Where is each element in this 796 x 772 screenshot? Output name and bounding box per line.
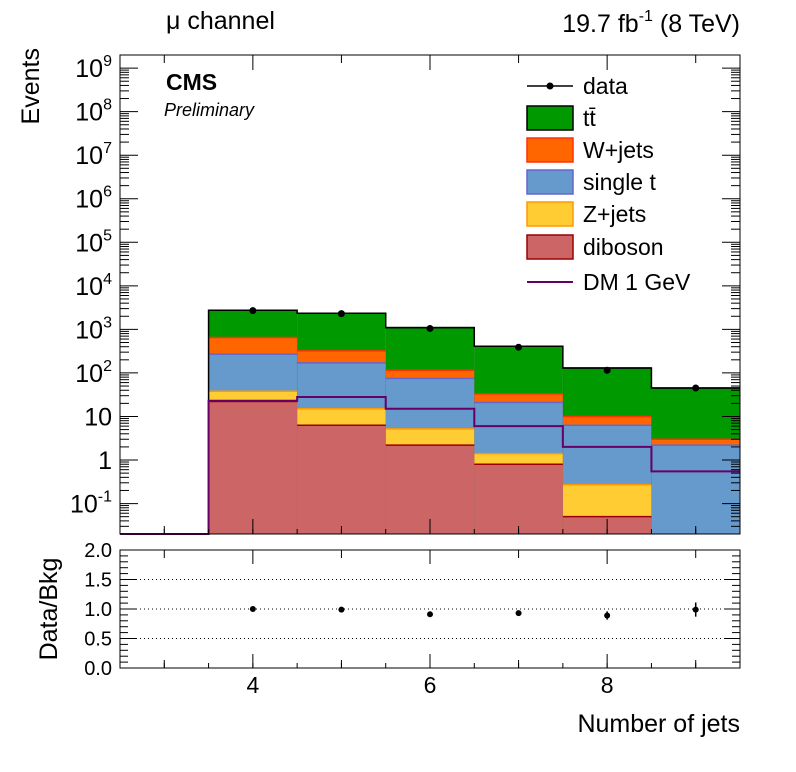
- ratio-point-6: [427, 611, 433, 618]
- stacked-histogram: [120, 309, 740, 535]
- legend-label-3: single t: [583, 169, 656, 195]
- legend-label-4: Z+jets: [583, 201, 646, 227]
- main-y-axis: 10-1 1 10 102 103 104 105 106 107 108 109: [70, 53, 740, 535]
- dm-step-line: [120, 396, 740, 535]
- ratio-y-tick-label-1: 0.5: [84, 629, 112, 651]
- legend-swatch-3: [526, 169, 574, 195]
- x-tick-label-4: 4: [246, 672, 259, 698]
- ratio-y-tick-label-2: 1.0: [84, 599, 112, 621]
- y-tick-label-4: 103: [75, 314, 112, 344]
- ratio-y-axis: 0.0 0.5 1.0 1.5 2.0: [84, 540, 740, 680]
- y-tick-label-5: 104: [75, 271, 112, 301]
- legend-swatch-1: [526, 105, 574, 131]
- ratio-x-axis: 4 6 8: [119, 550, 741, 698]
- legend-swatch-5: [526, 234, 574, 260]
- y-tick-label-0: 10-1: [70, 489, 112, 519]
- ratio-point-7: [515, 610, 522, 617]
- legend: data tt̄ W+jets single t Z+jets diboson DM 1 G…: [526, 73, 691, 295]
- ratio-y-tick-label-0: 0.0: [84, 658, 112, 680]
- channel-label: μ channel: [166, 7, 275, 35]
- legend-label-2: W+jets: [583, 137, 654, 163]
- ratio-y-axis-title: Data/Bkg: [35, 558, 63, 661]
- bar-diboson-bin-1: [208, 401, 298, 534]
- preliminary-label: Preliminary: [164, 100, 255, 120]
- y-tick-label-7: 106: [75, 184, 112, 214]
- y-tick-label-8: 107: [75, 140, 112, 170]
- x-tick-label-6: 6: [424, 672, 437, 698]
- y-tick-label-6: 105: [75, 227, 112, 257]
- ratio-point-9: [692, 606, 699, 613]
- y-axis-title: Events: [17, 48, 45, 124]
- data-point-6: [426, 324, 434, 332]
- ratio-gridlines: [120, 579, 740, 639]
- bar-diboson-bin-2: [297, 425, 386, 534]
- data-point-7: [515, 343, 523, 351]
- legend-label-6: DM 1 GeV: [583, 269, 691, 295]
- legend-label-5: diboson: [583, 234, 664, 260]
- x-axis-title: Number of jets: [577, 710, 740, 738]
- legend-label-0: data: [583, 73, 628, 99]
- cms-label: CMS: [166, 69, 217, 95]
- legend-swatch-4: [526, 201, 574, 227]
- ratio-point-4: [249, 606, 256, 612]
- data-points: [249, 307, 700, 392]
- legend-label-1: tt̄: [583, 105, 596, 131]
- ratio-point-5: [338, 606, 345, 613]
- y-tick-label-3: 102: [75, 358, 112, 388]
- ratio-y-tick-label-3: 1.5: [84, 570, 112, 592]
- data-point-9: [692, 384, 700, 392]
- data-point-5: [337, 310, 345, 318]
- ratio-y-tick-label-4: 2.0: [84, 540, 112, 562]
- legend-data-marker: [546, 82, 554, 90]
- lumi-label: 19.7 fb-1 (8 TeV): [562, 8, 740, 38]
- y-tick-label-2: 10: [84, 403, 112, 431]
- dm-overlay: [120, 396, 740, 535]
- y-tick-label-9: 108: [75, 97, 112, 127]
- ratio-point-8: [604, 612, 611, 619]
- data-point-4: [249, 307, 257, 315]
- legend-swatch-2: [526, 137, 574, 163]
- y-tick-label-1: 1: [98, 447, 112, 475]
- data-point-8: [603, 366, 611, 374]
- x-tick-label-8: 8: [601, 672, 614, 698]
- y-tick-label-10: 109: [75, 53, 112, 83]
- main-x-ticks: [119, 55, 741, 534]
- main-panel: 10-1 1 10 102 103 104 105 106 107 108 109 Events C…: [17, 48, 741, 535]
- bar-single-t-bin-6: [651, 445, 740, 534]
- bar-diboson-bin-4: [474, 464, 563, 534]
- ratio-panel: 0.0 0.5 1.0 1.5 2.0 4 6 8 Data/Bkg Number of j…: [35, 540, 741, 738]
- ratio-points: [249, 602, 699, 620]
